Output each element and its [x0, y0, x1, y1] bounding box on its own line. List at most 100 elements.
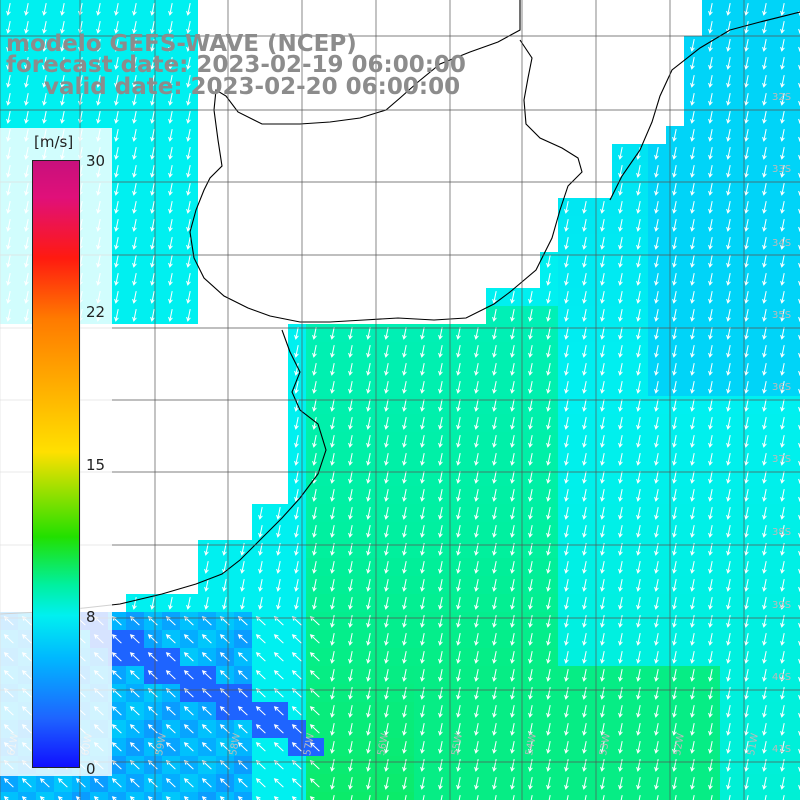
wind-speed-cell — [792, 702, 800, 720]
wind-arrow — [294, 345, 299, 358]
wind-arrow — [780, 273, 785, 286]
wind-arrow — [654, 327, 659, 340]
wind-arrow — [654, 687, 659, 700]
wind-arrow — [726, 165, 731, 178]
wind-arrow — [129, 778, 140, 788]
wind-arrow — [438, 399, 443, 412]
wind-arrow — [564, 435, 569, 448]
wind-arrow — [600, 579, 605, 592]
wind-speed-cell — [792, 792, 800, 800]
wind-arrow — [492, 579, 497, 592]
wind-arrow — [96, 3, 101, 16]
wind-arrow — [474, 687, 479, 700]
wind-arrow — [654, 201, 659, 214]
wind-arrow — [744, 561, 749, 574]
wind-arrow — [528, 399, 533, 412]
wind-arrow — [258, 561, 263, 574]
latitude-label: 36S — [772, 382, 791, 393]
wind-arrow — [204, 579, 209, 592]
wind-arrow — [762, 57, 767, 70]
wind-arrow — [456, 579, 461, 592]
wind-arrow — [654, 363, 659, 376]
wind-arrow — [762, 21, 767, 34]
wind-arrow — [132, 3, 137, 16]
wind-arrow — [618, 489, 623, 502]
wind-arrow — [546, 273, 551, 286]
wind-arrow — [636, 381, 641, 394]
wind-arrow — [582, 417, 587, 430]
wind-speed-cell — [792, 180, 800, 198]
wind-speed-cell — [486, 792, 504, 800]
wind-arrow — [744, 273, 749, 286]
wind-arrow — [255, 670, 266, 680]
wind-arrow — [600, 345, 605, 358]
wind-arrow — [456, 723, 461, 736]
wind-arrow — [273, 778, 284, 788]
wind-arrow — [147, 634, 158, 644]
wind-arrow — [96, 93, 101, 106]
wind-arrow — [762, 597, 767, 610]
wind-arrow — [75, 778, 86, 788]
wind-arrow — [456, 363, 461, 376]
wind-arrow — [564, 579, 569, 592]
wind-arrow — [330, 345, 335, 358]
wind-arrow — [762, 417, 767, 430]
latitude-label: 35S — [772, 310, 791, 321]
wind-speed-cell — [540, 792, 558, 800]
wind-arrow — [744, 363, 749, 376]
wind-arrow — [708, 417, 713, 430]
wind-arrow — [330, 777, 335, 790]
wind-arrow — [726, 723, 731, 736]
wind-arrow — [312, 435, 317, 448]
wind-arrow — [672, 615, 677, 628]
wind-arrow — [726, 597, 731, 610]
wind-arrow — [618, 183, 623, 196]
wind-speed-cell — [792, 774, 800, 792]
wind-arrow — [420, 669, 425, 682]
wind-arrow — [111, 634, 122, 644]
wind-arrow — [114, 57, 119, 70]
wind-arrow — [420, 507, 425, 520]
wind-arrow — [582, 201, 587, 214]
wind-arrow — [42, 57, 47, 70]
wind-arrow — [114, 39, 119, 52]
wind-arrow — [582, 759, 587, 772]
wind-arrow — [456, 525, 461, 538]
wind-arrow — [636, 471, 641, 484]
wind-arrow — [564, 723, 569, 736]
wind-arrow — [294, 381, 299, 394]
wind-speed-cell — [792, 108, 800, 126]
wind-arrow — [744, 309, 749, 322]
wind-speed-cell — [792, 414, 800, 432]
wind-arrow — [384, 723, 389, 736]
wind-arrow — [546, 759, 551, 772]
wind-arrow — [744, 777, 749, 790]
wind-arrow — [762, 579, 767, 592]
wind-arrow — [291, 706, 302, 716]
wind-arrow — [6, 3, 11, 16]
wind-arrow — [600, 399, 605, 412]
wind-arrow — [672, 273, 677, 286]
wind-arrow — [582, 687, 587, 700]
wind-arrow — [129, 670, 140, 680]
wind-arrow — [726, 741, 731, 754]
wind-arrow — [564, 273, 569, 286]
wind-arrow — [366, 777, 371, 790]
wind-arrow — [402, 399, 407, 412]
wind-speed-cell — [792, 198, 800, 216]
wind-arrow — [690, 273, 695, 286]
wind-arrow — [24, 75, 29, 88]
wind-arrow — [348, 579, 353, 592]
wind-arrow — [708, 111, 713, 124]
wind-arrow — [510, 345, 515, 358]
wind-arrow — [710, 795, 713, 800]
wind-arrow — [636, 741, 641, 754]
wind-arrow — [582, 669, 587, 682]
wind-arrow — [240, 561, 245, 574]
wind-arrow — [708, 489, 713, 502]
wind-arrow — [780, 471, 785, 484]
wind-arrow — [132, 201, 137, 214]
wind-arrow — [780, 291, 785, 304]
wind-arrow — [291, 652, 302, 662]
wind-arrow — [672, 201, 677, 214]
